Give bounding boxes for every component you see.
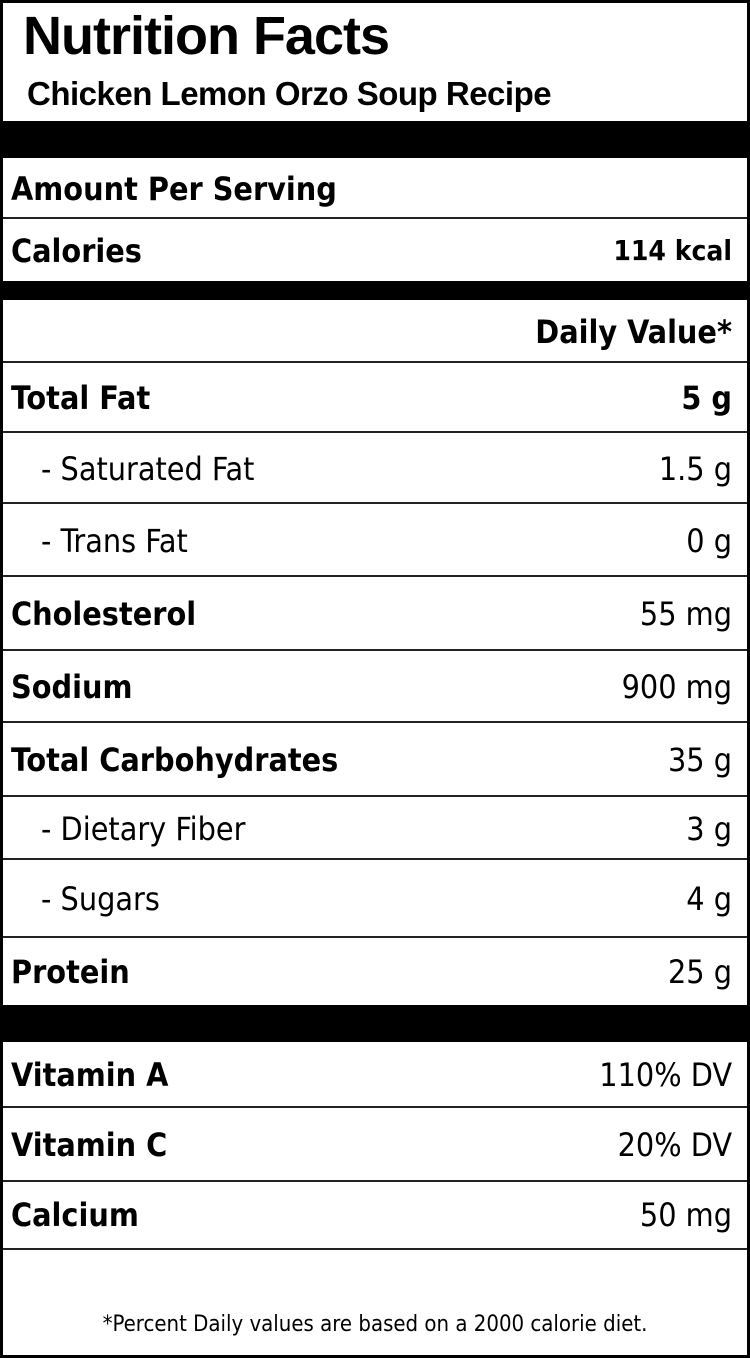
nutrient-value: 25 g	[667, 953, 732, 991]
nutrient-label: - Sugars	[41, 880, 160, 918]
nutrient-label: Protein	[11, 953, 130, 991]
nutrient-value: 5 g	[681, 379, 732, 417]
nutrient-value: 1.5 g	[658, 449, 732, 488]
divider-bar	[3, 1005, 747, 1042]
vitamin-value: 110% DV	[599, 1056, 732, 1094]
vitamin-value: 50 mg	[639, 1196, 732, 1234]
daily-value-header-row: Daily Value*	[3, 300, 747, 363]
vitamin-row-calcium: Calcium 50 mg	[3, 1180, 747, 1248]
vitamin-label: Calcium	[11, 1196, 139, 1234]
vitamin-row-a: Vitamin A 110% DV	[3, 1042, 747, 1108]
recipe-name: Chicken Lemon Orzo Soup Recipe	[27, 75, 552, 112]
vitamin-label: Vitamin C	[11, 1126, 168, 1164]
calories-label: Calories	[11, 231, 142, 270]
vitamin-row-c: Vitamin C 20% DV	[3, 1106, 747, 1182]
nutrient-label: - Trans Fat	[41, 521, 188, 560]
divider-bar	[3, 281, 747, 300]
nutrient-label: Cholesterol	[11, 595, 197, 633]
nutrient-value: 900 mg	[621, 668, 732, 706]
calories-row: Calories 114 kcal	[3, 217, 747, 282]
amount-per-serving-row: Amount Per Serving	[3, 158, 747, 219]
nutrient-row-total-carbohydrates: Total Carbohydrates 35 g	[3, 721, 747, 797]
nutrient-label: Total Carbohydrates	[11, 741, 339, 779]
nutrient-row-total-fat: Total Fat 5 g	[3, 361, 747, 433]
calories-value: 114 kcal	[613, 234, 732, 267]
vitamin-label: Vitamin A	[11, 1056, 169, 1094]
nutrient-row-protein: Protein 25 g	[3, 936, 747, 1006]
nutrient-value: 0 g	[686, 521, 732, 560]
footnote: *Percent Daily values are based on a 200…	[3, 1248, 747, 1355]
nutrient-label: - Dietary Fiber	[41, 809, 246, 848]
nutrient-value: 55 mg	[639, 595, 732, 633]
label-title: Nutrition Facts	[23, 6, 390, 66]
nutrient-row-dietary-fiber: - Dietary Fiber 3 g	[3, 795, 747, 860]
nutrient-row-sodium: Sodium 900 mg	[3, 649, 747, 723]
nutrient-value: 4 g	[686, 880, 732, 918]
nutrient-value: 35 g	[667, 741, 732, 779]
nutrient-row-trans-fat: - Trans Fat 0 g	[3, 502, 747, 577]
divider-bar	[3, 121, 747, 158]
daily-value-header: Daily Value*	[535, 312, 732, 351]
amount-per-serving-label: Amount Per Serving	[11, 169, 337, 208]
nutrient-row-cholesterol: Cholesterol 55 mg	[3, 575, 747, 651]
nutrient-label: - Saturated Fat	[41, 449, 255, 488]
vitamin-value: 20% DV	[617, 1126, 732, 1164]
nutrient-row-sugars: - Sugars 4 g	[3, 858, 747, 938]
nutrient-row-saturated-fat: - Saturated Fat 1.5 g	[3, 431, 747, 504]
nutrient-label: Sodium	[11, 668, 133, 706]
nutrient-label: Total Fat	[11, 379, 151, 417]
nutrient-value: 3 g	[686, 809, 732, 848]
